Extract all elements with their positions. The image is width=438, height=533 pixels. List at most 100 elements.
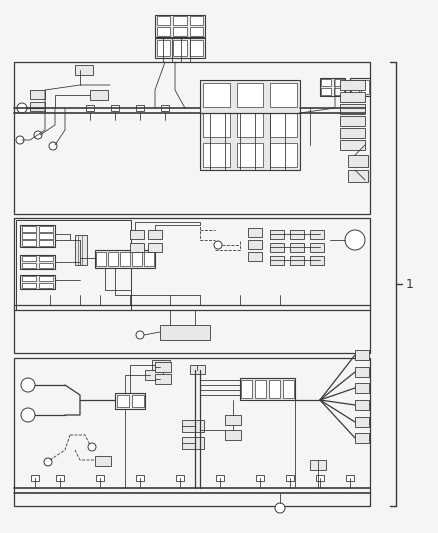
Bar bbox=[321, 88, 331, 95]
Bar bbox=[20, 255, 55, 269]
Bar bbox=[14, 218, 370, 353]
Bar bbox=[203, 143, 230, 167]
Bar bbox=[241, 380, 252, 398]
Bar bbox=[155, 38, 205, 58]
Bar bbox=[95, 250, 155, 268]
Bar bbox=[136, 475, 144, 481]
Bar bbox=[334, 88, 344, 95]
Bar bbox=[115, 393, 145, 409]
Bar bbox=[286, 475, 294, 481]
Bar bbox=[355, 433, 369, 443]
Bar bbox=[320, 78, 345, 96]
Bar bbox=[75, 65, 93, 75]
Circle shape bbox=[136, 331, 144, 339]
Circle shape bbox=[275, 503, 285, 513]
Bar bbox=[248, 228, 262, 237]
Bar bbox=[145, 370, 163, 380]
Bar bbox=[86, 105, 94, 111]
Bar bbox=[350, 78, 370, 96]
Bar bbox=[340, 116, 365, 126]
Bar bbox=[182, 437, 204, 449]
Circle shape bbox=[21, 408, 35, 422]
Circle shape bbox=[34, 131, 42, 139]
Bar bbox=[131, 394, 144, 407]
Bar bbox=[310, 460, 326, 470]
Bar bbox=[30, 102, 45, 111]
Bar bbox=[173, 40, 187, 56]
Bar bbox=[130, 230, 144, 239]
Bar bbox=[270, 243, 284, 252]
Bar bbox=[39, 256, 53, 261]
Bar bbox=[182, 420, 204, 432]
Bar bbox=[203, 83, 230, 107]
Bar bbox=[157, 27, 170, 36]
Bar bbox=[270, 143, 297, 167]
Bar bbox=[346, 475, 354, 481]
Bar bbox=[39, 226, 53, 232]
Bar bbox=[310, 256, 324, 265]
Bar bbox=[22, 240, 36, 246]
Bar bbox=[340, 128, 365, 138]
Bar bbox=[203, 113, 230, 137]
Circle shape bbox=[214, 241, 222, 249]
Bar bbox=[290, 243, 304, 252]
Circle shape bbox=[17, 103, 27, 113]
Bar bbox=[190, 27, 203, 36]
Bar bbox=[248, 240, 262, 249]
Bar bbox=[22, 263, 36, 268]
Bar bbox=[355, 367, 369, 377]
Bar bbox=[152, 360, 170, 370]
Bar bbox=[351, 80, 359, 94]
Bar bbox=[95, 456, 111, 466]
Bar bbox=[240, 378, 295, 400]
Bar bbox=[31, 475, 39, 481]
Bar bbox=[340, 140, 365, 150]
Bar bbox=[355, 417, 369, 427]
Bar bbox=[22, 256, 36, 261]
Bar bbox=[225, 430, 241, 440]
Circle shape bbox=[16, 136, 24, 144]
Bar bbox=[108, 252, 118, 266]
Bar bbox=[22, 233, 36, 239]
Bar bbox=[155, 374, 171, 384]
Bar bbox=[270, 230, 284, 239]
Bar bbox=[190, 40, 203, 56]
Bar bbox=[148, 243, 162, 252]
Bar bbox=[20, 225, 55, 247]
Bar bbox=[270, 113, 297, 137]
Bar bbox=[173, 16, 187, 25]
Bar bbox=[334, 79, 344, 86]
Bar bbox=[310, 243, 324, 252]
Bar bbox=[22, 282, 36, 288]
Bar bbox=[111, 105, 119, 111]
Bar bbox=[270, 83, 297, 107]
Bar bbox=[161, 105, 169, 111]
Bar bbox=[22, 276, 36, 281]
Bar bbox=[14, 358, 370, 506]
Bar bbox=[355, 350, 369, 360]
Text: 1: 1 bbox=[406, 278, 414, 290]
Bar bbox=[20, 275, 55, 289]
Bar bbox=[148, 230, 162, 239]
Bar bbox=[283, 380, 293, 398]
Bar bbox=[190, 365, 205, 374]
Bar bbox=[176, 475, 184, 481]
Bar bbox=[237, 113, 263, 137]
Bar bbox=[157, 40, 170, 56]
Bar bbox=[237, 83, 263, 107]
Bar bbox=[130, 243, 144, 252]
Circle shape bbox=[49, 142, 57, 150]
Bar bbox=[355, 400, 369, 410]
Bar bbox=[340, 104, 365, 114]
Bar bbox=[190, 16, 203, 25]
Bar bbox=[269, 380, 280, 398]
Bar bbox=[136, 105, 144, 111]
Bar bbox=[155, 15, 205, 37]
Bar bbox=[16, 220, 131, 310]
Bar bbox=[321, 79, 331, 86]
Bar bbox=[39, 276, 53, 281]
Bar bbox=[256, 475, 264, 481]
Bar bbox=[270, 256, 284, 265]
Bar bbox=[160, 325, 210, 340]
Bar bbox=[248, 252, 262, 261]
